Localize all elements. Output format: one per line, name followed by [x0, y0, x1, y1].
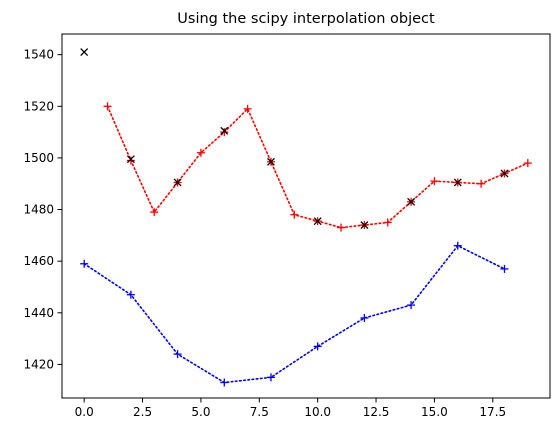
y-tick-label: 1480	[23, 203, 54, 217]
data-point	[407, 197, 416, 206]
y-tick-label: 1440	[23, 306, 54, 320]
data-point	[80, 48, 89, 57]
x-tick-label: 5.0	[191, 405, 210, 419]
series-1	[80, 241, 509, 387]
data-point	[196, 148, 205, 157]
data-point	[80, 259, 89, 268]
data-point	[126, 290, 135, 299]
x-tick-label: 7.5	[250, 405, 269, 419]
data-point	[220, 378, 229, 387]
series-2	[80, 48, 509, 229]
data-point	[313, 342, 322, 351]
x-tick-label: 15.0	[421, 405, 448, 419]
data-point	[453, 178, 462, 187]
data-point	[290, 210, 299, 219]
x-tick-label: 10.0	[304, 405, 331, 419]
data-point	[360, 221, 369, 229]
data-point	[220, 126, 229, 135]
x-tick-label: 0.0	[75, 405, 94, 419]
y-tick-label: 1420	[23, 357, 54, 371]
data-point	[220, 128, 229, 137]
data-point	[173, 178, 182, 187]
series-0	[103, 102, 532, 232]
data-point	[267, 157, 275, 166]
data-point	[173, 350, 182, 359]
plot-area: 0.0 2.5 5.0 7.5 10.0 12.5 15.0 17.5 1420 1440 1460…	[23, 33, 551, 419]
data-point	[243, 104, 252, 113]
data-point	[103, 102, 112, 111]
x-tick-label: 12.5	[363, 405, 390, 419]
y-tick-label: 1500	[23, 151, 54, 165]
data-point	[477, 179, 486, 188]
series-line-0	[106, 105, 529, 229]
data-point	[266, 373, 275, 382]
data-point	[523, 159, 532, 168]
data-point	[500, 264, 509, 273]
data-point	[126, 155, 135, 164]
data-point	[150, 208, 159, 217]
data-point	[407, 301, 416, 310]
chart-title: Using the scipy interpolation object	[177, 11, 435, 27]
x-tick-label: 17.5	[479, 405, 506, 419]
x-tick-label: 2.5	[133, 405, 152, 419]
data-point	[430, 177, 439, 186]
axes-frame	[61, 33, 551, 399]
data-point	[126, 156, 135, 165]
data-point	[313, 217, 322, 226]
data-point	[383, 218, 392, 227]
data-point	[453, 241, 462, 250]
data-point	[337, 223, 346, 232]
data-point	[500, 169, 509, 178]
y-tick-label: 1540	[23, 48, 54, 62]
y-tick-label: 1460	[23, 254, 54, 268]
data-point	[360, 313, 369, 322]
y-tick-label: 1520	[23, 99, 54, 113]
series-line-1	[83, 244, 506, 384]
